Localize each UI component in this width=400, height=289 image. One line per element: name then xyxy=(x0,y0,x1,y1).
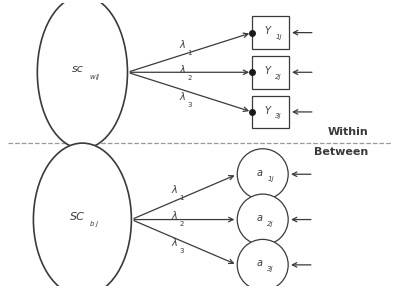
Text: a: a xyxy=(256,258,262,268)
Text: λ: λ xyxy=(172,185,177,195)
Ellipse shape xyxy=(34,143,131,289)
Text: 2: 2 xyxy=(188,75,192,81)
Text: 1j: 1j xyxy=(275,34,282,40)
Text: 1j: 1j xyxy=(268,176,274,182)
Text: 3: 3 xyxy=(180,248,184,254)
Text: 3j: 3j xyxy=(275,113,282,119)
Text: λ: λ xyxy=(180,40,185,50)
Ellipse shape xyxy=(237,239,288,289)
Bar xyxy=(252,56,289,88)
Text: 3j: 3j xyxy=(268,266,274,272)
Text: sc: sc xyxy=(72,64,84,75)
Text: 3: 3 xyxy=(188,102,192,108)
Text: w: w xyxy=(90,74,95,80)
Text: λ: λ xyxy=(172,211,177,221)
Ellipse shape xyxy=(37,0,128,149)
Bar xyxy=(252,96,289,128)
Bar xyxy=(252,16,289,49)
Text: 2: 2 xyxy=(180,221,184,227)
Text: Between: Between xyxy=(314,147,368,157)
Ellipse shape xyxy=(237,194,288,245)
Text: λ: λ xyxy=(172,238,177,248)
Text: 2j: 2j xyxy=(275,74,282,80)
Text: Y: Y xyxy=(264,26,270,36)
Text: 1: 1 xyxy=(180,195,184,201)
Text: λ: λ xyxy=(180,92,185,102)
Text: 2j: 2j xyxy=(268,221,274,227)
Text: λ: λ xyxy=(180,65,185,75)
Text: j: j xyxy=(95,221,97,227)
Text: 1: 1 xyxy=(188,50,192,56)
Text: Y: Y xyxy=(264,105,270,116)
Text: a: a xyxy=(256,213,262,223)
Text: ij: ij xyxy=(95,74,99,80)
Text: SC: SC xyxy=(70,212,85,222)
Text: a: a xyxy=(256,168,262,178)
Text: Within: Within xyxy=(328,127,368,137)
Text: b: b xyxy=(90,221,94,227)
Text: Y: Y xyxy=(264,66,270,76)
Ellipse shape xyxy=(237,149,288,200)
